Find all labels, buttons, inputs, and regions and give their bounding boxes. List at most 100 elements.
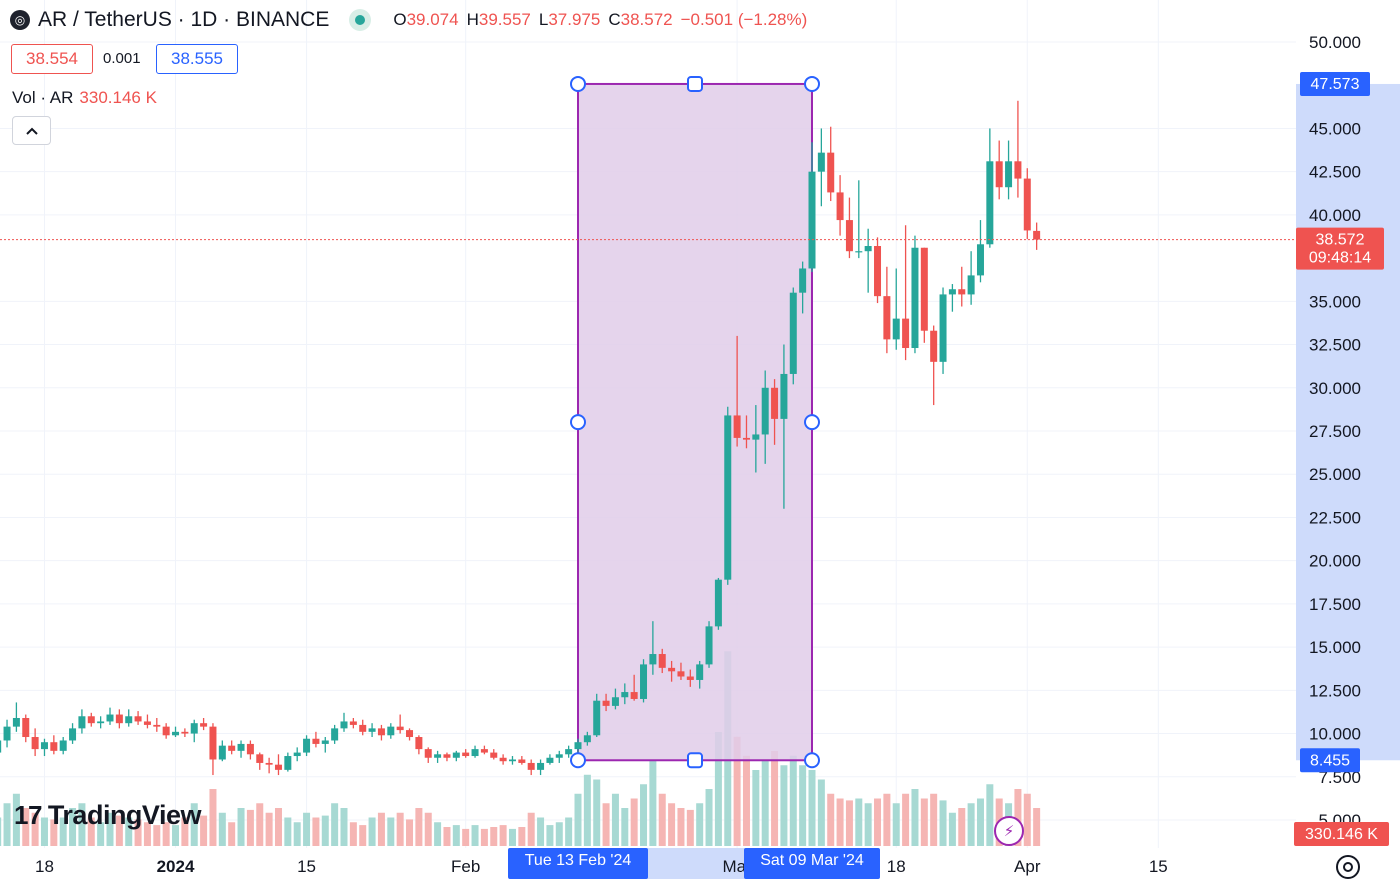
candle-body bbox=[97, 721, 105, 724]
candle-body bbox=[434, 754, 442, 758]
volume-bar bbox=[3, 803, 11, 846]
candle-body bbox=[256, 754, 264, 763]
range-end-date-label-bg bbox=[744, 848, 880, 879]
price-tick-label: 35.000 bbox=[1309, 292, 1361, 311]
candle-body bbox=[836, 192, 844, 221]
range-handle[interactable] bbox=[804, 752, 820, 769]
candle-body bbox=[246, 743, 254, 755]
candle-body bbox=[508, 759, 516, 762]
range-handle[interactable] bbox=[570, 752, 586, 769]
candle-body bbox=[808, 171, 816, 269]
settings-gear-icon[interactable] bbox=[1336, 855, 1360, 879]
candle-body bbox=[377, 728, 385, 736]
candle-body bbox=[125, 716, 133, 724]
price-tick-label: 30.000 bbox=[1309, 379, 1361, 398]
volume-bar bbox=[892, 803, 900, 846]
volume-bar bbox=[359, 825, 367, 846]
candle-body bbox=[349, 721, 357, 725]
candle-body bbox=[59, 740, 67, 751]
candle-body bbox=[640, 664, 648, 699]
candle-body bbox=[789, 292, 797, 374]
candle-body bbox=[799, 268, 807, 293]
price-tick-label: 27.500 bbox=[1309, 422, 1361, 441]
range-low-label-bg bbox=[1300, 748, 1360, 773]
volume-bar bbox=[340, 808, 348, 846]
range-low-label: 8.455 bbox=[1310, 752, 1350, 769]
candle-body bbox=[733, 415, 741, 438]
collapse-legend-button[interactable] bbox=[12, 116, 51, 145]
volume-bar bbox=[546, 825, 554, 846]
volume-bar bbox=[153, 825, 161, 846]
candle-body bbox=[864, 246, 872, 252]
ohlc-close: C38.572 bbox=[608, 10, 673, 29]
volume-bar bbox=[705, 789, 713, 846]
range-handle[interactable] bbox=[804, 75, 820, 92]
tradingview-mark-icon: 17 bbox=[14, 800, 42, 830]
range-handle[interactable] bbox=[570, 414, 586, 431]
volume-bar bbox=[714, 732, 722, 846]
volume-bar bbox=[50, 819, 58, 846]
volume-value: 330.146 K bbox=[79, 88, 157, 107]
candle-body bbox=[1023, 178, 1031, 231]
volume-bar bbox=[948, 812, 956, 846]
volume-bar bbox=[574, 793, 582, 846]
candle-body bbox=[602, 700, 610, 706]
time-tick-label: 18 bbox=[35, 857, 54, 876]
price-tick-label: 25.000 bbox=[1309, 465, 1361, 484]
candle-body bbox=[771, 387, 779, 419]
volume-bar bbox=[274, 808, 282, 846]
volume-bars bbox=[0, 651, 1041, 846]
range-handle[interactable] bbox=[687, 752, 703, 769]
range-handle[interactable] bbox=[804, 414, 820, 431]
volume-bar bbox=[874, 798, 882, 846]
market-open-dot-icon[interactable] bbox=[349, 9, 372, 31]
volume-bar bbox=[462, 828, 470, 846]
candle-body bbox=[40, 742, 48, 750]
volume-bar bbox=[508, 828, 516, 846]
volume-bar bbox=[630, 798, 638, 846]
buy-price-button[interactable]: 38.555 bbox=[156, 44, 238, 74]
volume-bar bbox=[200, 815, 208, 846]
time-tick-label: 15 bbox=[297, 857, 316, 876]
candle-body bbox=[761, 387, 769, 435]
lightning-icon[interactable]: ⚡ bbox=[994, 816, 1024, 846]
volume-bar bbox=[902, 793, 910, 846]
volume-bar bbox=[986, 784, 994, 846]
range-handle[interactable] bbox=[570, 75, 586, 92]
volume-bar bbox=[349, 822, 357, 846]
volume-bar bbox=[331, 803, 339, 846]
candle-body bbox=[284, 756, 292, 770]
candles bbox=[0, 100, 1041, 776]
candle-body bbox=[78, 716, 86, 729]
candle-body bbox=[593, 700, 601, 736]
candle-body bbox=[827, 152, 835, 193]
price-tick-label: 32.500 bbox=[1309, 336, 1361, 355]
candle-body bbox=[471, 749, 479, 757]
candle-body bbox=[172, 731, 180, 736]
symbol-title[interactable]: AR / TetherUS · 1D · BINANCE bbox=[38, 8, 330, 31]
volume-bar bbox=[911, 789, 919, 846]
candle-body bbox=[911, 247, 919, 349]
candle-body bbox=[621, 692, 629, 698]
candle-body bbox=[630, 692, 638, 699]
volume-bar bbox=[967, 803, 975, 846]
volume-bar bbox=[303, 812, 311, 846]
candle-body bbox=[181, 731, 189, 734]
candle-body bbox=[274, 764, 282, 770]
candle-body bbox=[200, 723, 208, 727]
candle-body bbox=[845, 220, 853, 252]
price-tick-label: 7.500 bbox=[1318, 768, 1361, 787]
range-handle[interactable] bbox=[687, 75, 703, 92]
date-price-range-box[interactable] bbox=[577, 82, 813, 762]
volume-bar bbox=[22, 808, 30, 846]
candle-body bbox=[265, 762, 273, 765]
sell-price-button[interactable]: 38.554 bbox=[11, 44, 93, 74]
volume-bar bbox=[499, 825, 507, 846]
volume-bar bbox=[602, 803, 610, 846]
candle-body bbox=[696, 664, 704, 680]
time-tick-label: 2024 bbox=[157, 857, 195, 876]
volume-bar bbox=[228, 822, 236, 846]
candle-body bbox=[668, 667, 676, 672]
volume-bar bbox=[0, 817, 2, 846]
